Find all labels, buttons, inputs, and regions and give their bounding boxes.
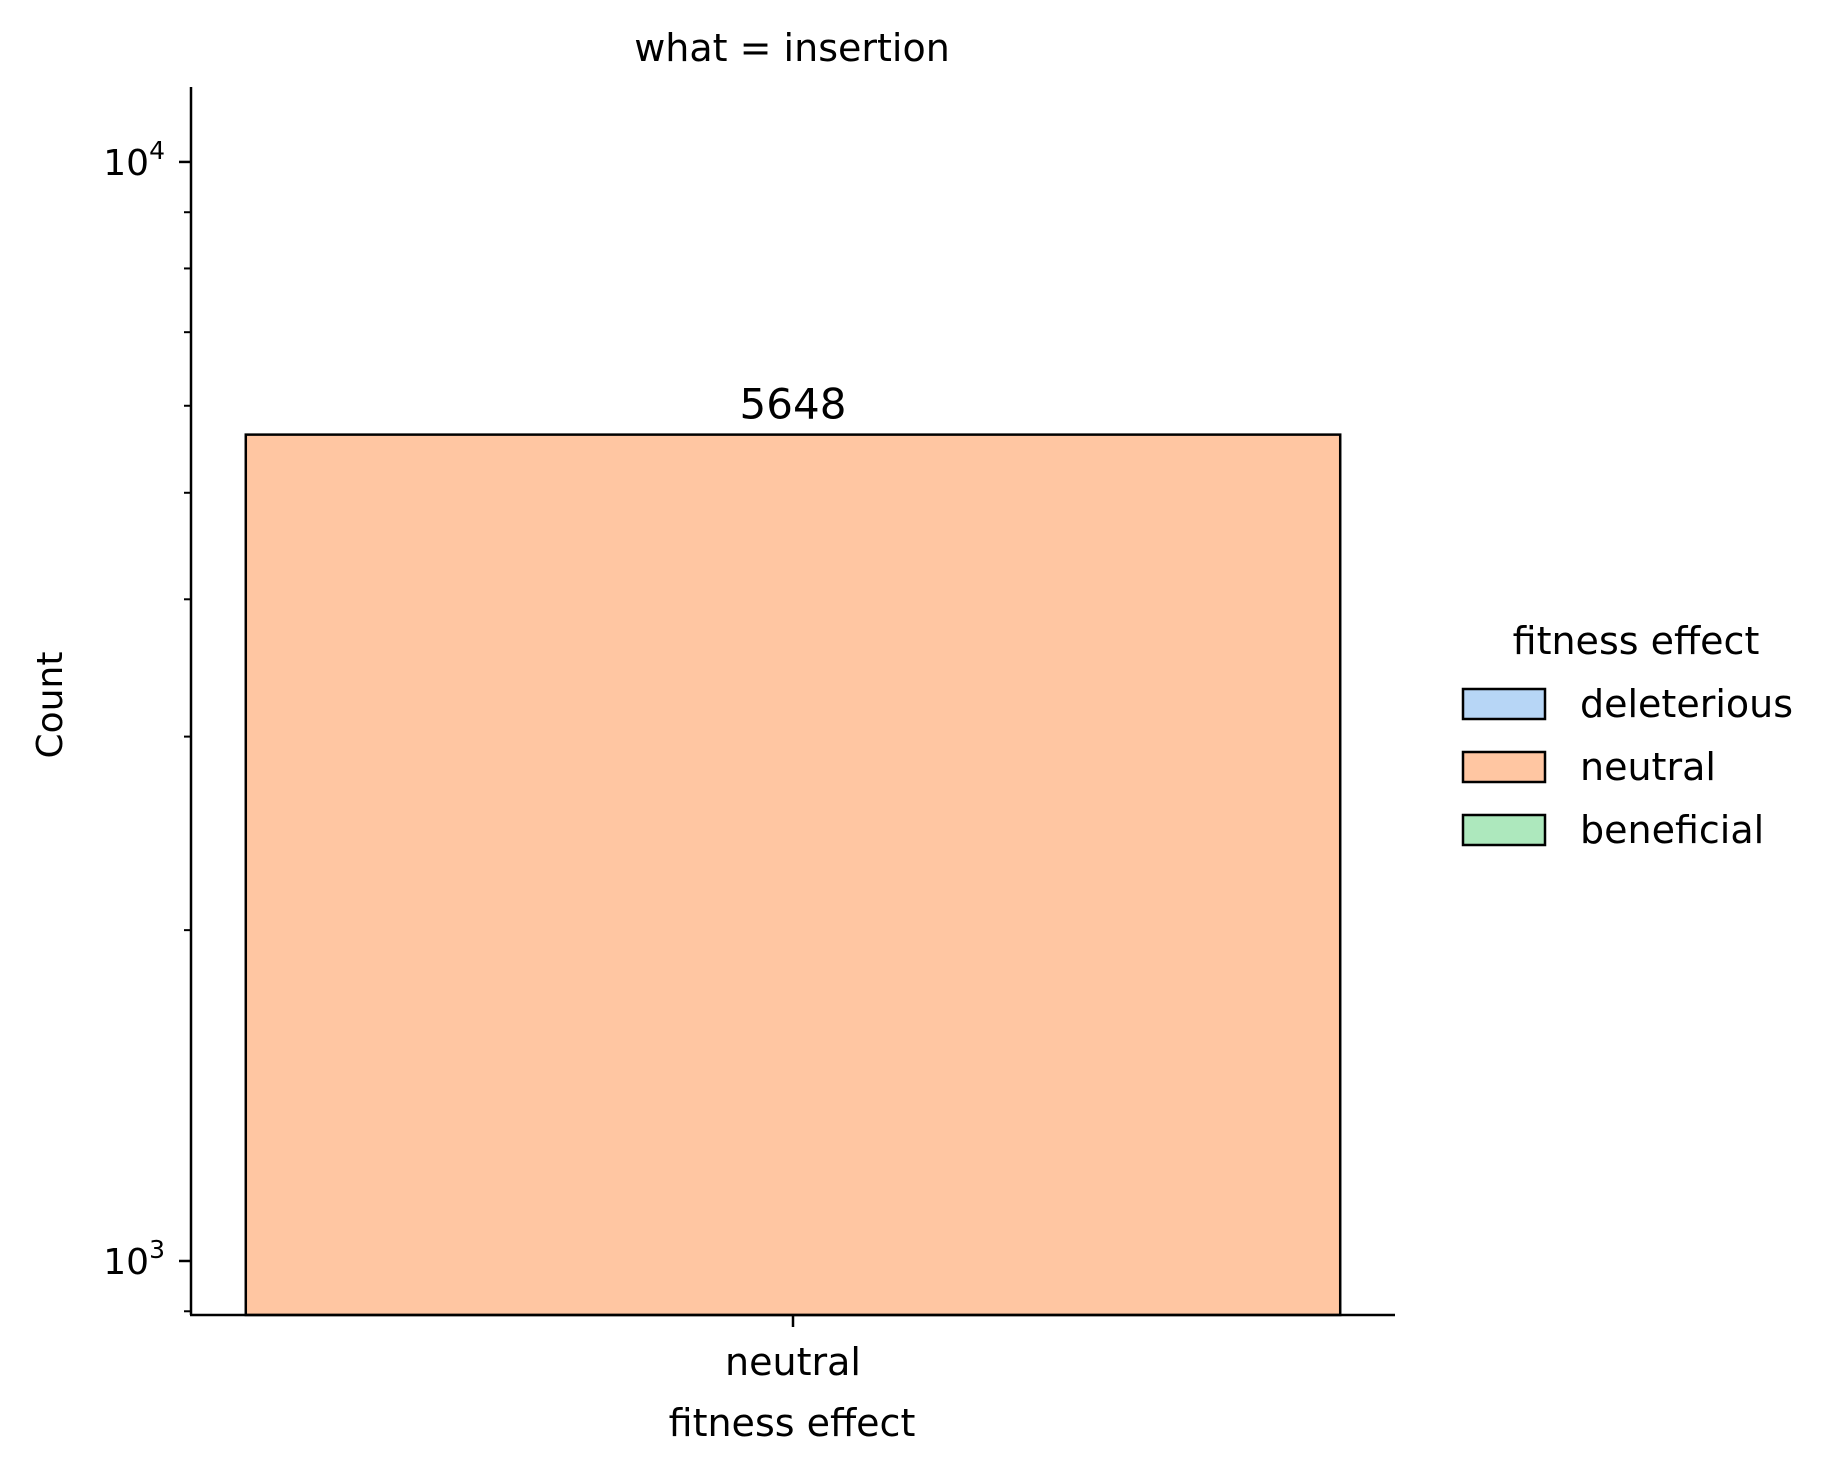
legend-entry-neutral: neutral (1461, 745, 1716, 789)
legend-swatch-beneficial (1461, 813, 1547, 847)
legend-label-neutral: neutral (1580, 745, 1716, 789)
legend-swatch-deleterious (1461, 687, 1547, 721)
x-tick-label: neutral (725, 1340, 861, 1384)
x-axis-label: fitness effect (669, 1401, 916, 1445)
chart-title: what = insertion (634, 26, 950, 70)
plot-area: 103 104 5648 neutral (103, 136, 1342, 1384)
bar-neutral (244, 433, 1342, 1317)
bar-value-label: 5648 (740, 380, 847, 429)
y-tick-label: 103 (103, 1235, 165, 1283)
legend-swatch-neutral (1461, 750, 1547, 784)
legend-entry-deleterious: deleterious (1461, 682, 1793, 726)
legend-label-deleterious: deleterious (1580, 682, 1793, 726)
legend-entry-beneficial: beneficial (1461, 808, 1764, 852)
legend: fitness effect deleterious neutral benef… (1461, 619, 1793, 852)
y-tick-label: 104 (103, 136, 165, 184)
legend-title: fitness effect (1513, 619, 1760, 663)
legend-label-beneficial: beneficial (1580, 808, 1764, 852)
y-axis-label: Count (30, 652, 71, 759)
